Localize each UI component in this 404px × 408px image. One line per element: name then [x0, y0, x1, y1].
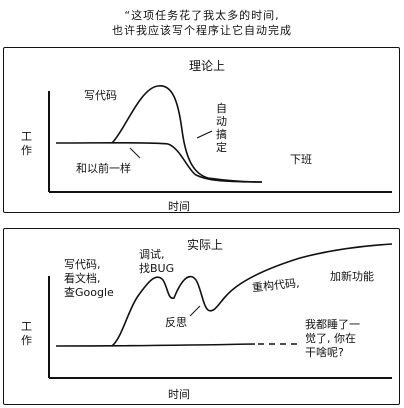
- caption-line-2: 也许我应该写个程序让它自动完成: [112, 24, 292, 37]
- theory-write-code-label: 写代码: [84, 89, 117, 102]
- theory-y-axis-label: 工作: [21, 130, 32, 157]
- reality-debug-label: 调试, 找BUG: [139, 248, 175, 275]
- theory-before-leader: [129, 147, 141, 159]
- theory-panel: [3, 47, 400, 213]
- reality-x-axis-label: 时间: [168, 388, 190, 401]
- theory-off-work-label: 下班: [290, 153, 312, 166]
- theory-hump-curve: [111, 85, 263, 183]
- reality-add-feature-label: 加新功能: [330, 270, 374, 283]
- reality-asleep-label: 我都睡了一 觉了, 你在 干啥呢?: [305, 318, 360, 359]
- reality-title: 实际上: [187, 238, 224, 252]
- reality-y-axis-label: 工作: [21, 320, 32, 347]
- theory-x-axis-label: 时间: [168, 200, 190, 213]
- theory-title: 理论上: [189, 59, 226, 73]
- theory-auto-label: 自 动 搞 定: [216, 102, 227, 154]
- reality-baseline-curve: [55, 343, 256, 347]
- reality-panel: [3, 228, 400, 405]
- theory-before-label: 和以前一样: [76, 162, 131, 175]
- reality-write-code-label: 写代码, 看文档, 查Google: [64, 258, 114, 299]
- caption-line-1: “这项任务花了我太多的时间,: [124, 9, 280, 22]
- reality-reflect-label: 反思: [165, 316, 187, 329]
- reality-effort-curve: [111, 243, 393, 347]
- reality-reflect-leader: [189, 305, 201, 317]
- theory-auto-arrow: [196, 130, 213, 139]
